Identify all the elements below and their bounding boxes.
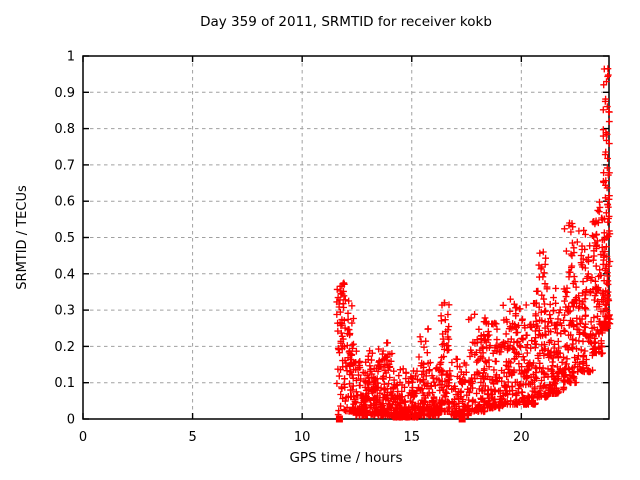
- x-tick-labels: 0 5 10 15 20: [79, 430, 530, 445]
- srmtid-data-points: [333, 65, 614, 421]
- chart-title: Day 359 of 2011, SRMTID for receiver kok…: [200, 14, 492, 30]
- y-tick-label: 0.7: [54, 158, 75, 173]
- x-axis-label: GPS time / hours: [289, 450, 403, 466]
- y-tick-label: 0.2: [54, 340, 75, 355]
- grid-lines: [83, 56, 609, 419]
- y-tick-label: 0.4: [54, 267, 75, 282]
- y-tick-label: 0.9: [54, 86, 75, 101]
- y-tick-label: 0: [67, 413, 75, 428]
- flag-square-marker: [458, 415, 466, 423]
- y-tick-label: 1: [67, 50, 75, 65]
- y-tick-label: 0.1: [54, 376, 75, 391]
- y-tick-label: 0.3: [54, 304, 75, 319]
- x-tick-label: 15: [403, 430, 420, 445]
- flag-square-marker: [335, 415, 343, 423]
- x-tick-label: 0: [79, 430, 87, 445]
- y-tick-labels: 0 0.1 0.2 0.3 0.4 0.5 0.6 0.7 0.8 0.9 1: [54, 50, 75, 428]
- x-tick-label: 10: [294, 430, 311, 445]
- x-tick-label: 20: [513, 430, 530, 445]
- x-tick-label: 5: [188, 430, 196, 445]
- y-tick-label: 0.6: [54, 195, 75, 210]
- y-tick-label: 0.8: [54, 122, 75, 137]
- y-axis-label: SRMTID / TECUs: [15, 185, 30, 290]
- y-tick-label: 0.5: [54, 231, 75, 246]
- baseline-flag-markers: [335, 415, 466, 423]
